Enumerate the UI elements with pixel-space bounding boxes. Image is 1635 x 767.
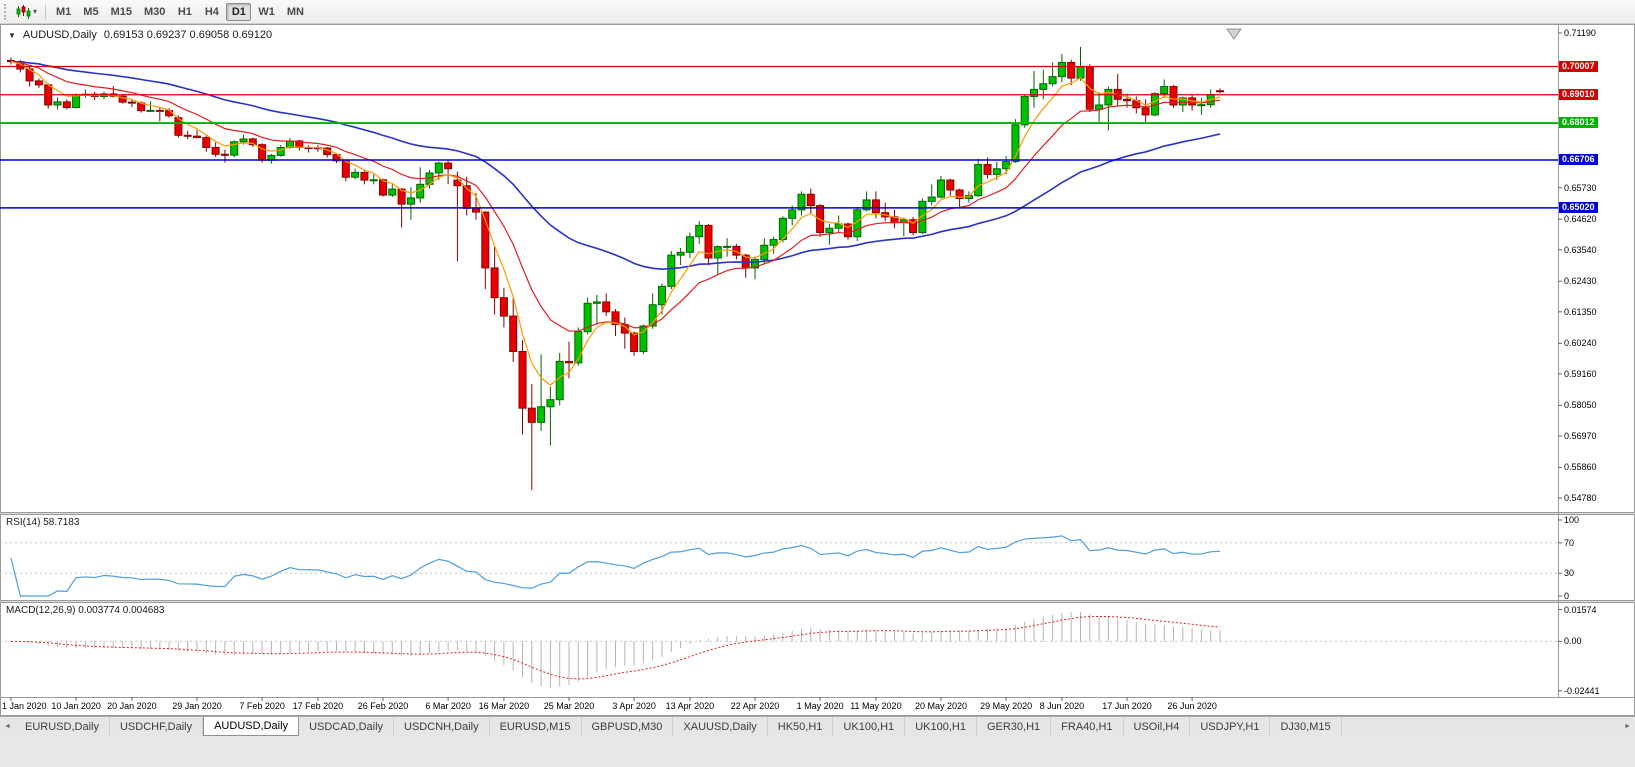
price-axis-tick: 0.54780 [1564,493,1597,503]
rsi-axis-tick: 0 [1564,591,1570,601]
rsi-line [10,535,1221,597]
rsi-label: RSI(14) 58.7183 [6,517,80,528]
price-axis-tick: 0.63540 [1564,244,1597,255]
tab-scroll-right-icon[interactable]: ► [1624,723,1631,730]
chart-tab-usoil-h4[interactable]: USOil,H4 [1124,717,1191,736]
price-axis-tick: 0.61350 [1564,306,1597,317]
date-axis-label: 29 Jan 2020 [172,701,222,711]
date-axis-label: 1 May 2020 [796,701,844,711]
macd-axis-tick: 0.00 [1564,636,1582,647]
date-axis-label: 20 May 2020 [914,701,968,711]
date-axis-label: 7 Feb 2020 [239,701,285,711]
date-axis-label: 1 Jan 2020 [2,701,47,711]
chart-tab-usdchf-daily[interactable]: USDCHF,Daily [110,717,204,736]
rsi-axis-tick: 70 [1564,537,1575,548]
date-axis-label: 26 Jun 2020 [1167,701,1217,711]
date-axis-label: 6 Mar 2020 [425,701,471,711]
chart-tab-hk50-h1[interactable]: HK50,H1 [768,717,834,736]
date-axis-label: 16 Mar 2020 [478,701,530,711]
chart-tab-usdjpy-h1[interactable]: USDJPY,H1 [1190,717,1271,736]
price-axis-tick: 0.56970 [1564,430,1597,441]
period-toolbar: ▾ M1 M5 M15 M30 H1 H4 D1 W1 MN [0,0,1635,24]
macd-label: MACD(12,26,9) 0.003774 0.004683 [6,605,165,616]
timeframe-button-w1[interactable]: W1 [258,5,275,18]
date-axis-label: 20 Jan 2020 [107,701,157,711]
toolbar-separator [45,3,47,20]
date-axis-label: 26 Feb 2020 [357,701,409,711]
symbol-period-label: AUDUSD,Daily [22,29,97,41]
hline-price-label: 0.68012 [1559,117,1598,129]
chart-tab-xauusd-daily[interactable]: XAUUSD,Daily [673,717,768,736]
chart-tab-eurusd-m15[interactable]: EURUSD,M15 [490,717,582,736]
ma-fast [10,61,1221,386]
timeframe-button-h4[interactable]: H4 [204,5,219,18]
one-click-trading-icon[interactable]: ▼ [8,30,16,40]
chart-tab-uk100-h1[interactable]: UK100,H1 [905,717,977,736]
macd-axis-tick: -0.02441 [1564,685,1600,696]
chart-tab-dj30-m15[interactable]: DJ30,M15 [1270,717,1342,736]
hline-price-label: 0.70007 [1559,60,1598,72]
price-axis-tick: 0.71190 [1564,28,1596,38]
macd-axis-tick: 0.01574 [1564,604,1597,615]
candlestick-chart-icon [16,4,31,19]
macd-signal-line [10,615,1221,680]
hline-price-label: 0.66706 [1559,154,1598,166]
timeframe-button-m1[interactable]: M1 [56,5,72,18]
ohlc-values: 0.69153 0.69237 0.69058 0.69120 [103,29,273,41]
date-axis-label: 17 Jun 2020 [1102,701,1152,711]
price-axis-tick: 0.64620 [1564,214,1597,225]
timeframe-button-h1[interactable]: H1 [177,5,192,18]
chart-tab-gbpusd-m30[interactable]: GBPUSD,M30 [582,717,674,736]
chart-tab-audusd-daily[interactable]: AUDUSD,Daily [203,717,300,736]
rsi-axis-tick: 100 [1564,515,1580,525]
rsi-axis-tick: 30 [1564,568,1575,579]
price-axis-tick: 0.58050 [1564,400,1597,411]
tab-scroll-left-icon[interactable]: ◄ [4,723,11,730]
timeframe-button-m15[interactable]: M15 [110,5,132,18]
hline-price-label: 0.69010 [1559,88,1598,100]
price-axis-tick: 0.55860 [1564,462,1597,473]
chart-tab-uk100-h1[interactable]: UK100,H1 [833,717,906,736]
chart-tabs: EURUSD,Daily USDCHF,Daily AUDUSD,Daily USDC… [15,717,1620,736]
timeframe-button-m30[interactable]: M30 [143,5,166,18]
chart-tab-bar: ◄ EURUSD,Daily USDCHF,Daily AUDUSD,Daily US… [0,716,1635,736]
chart-tab-eurusd-daily[interactable]: EURUSD,Daily [15,717,110,736]
hline-price-label: 0.65020 [1559,201,1598,213]
timeframe-button-group: M1 M5 M15 M30 H1 H4 D1 W1 MN [51,2,309,21]
ma-slow [10,60,1221,270]
date-axis-label: 22 Apr 2020 [730,701,780,711]
date-axis-label: 17 Feb 2020 [292,701,344,711]
price-axis-tick: 0.65730 [1564,182,1597,193]
chart-tab-usdcnh-daily[interactable]: USDCNH,Daily [394,717,490,736]
date-axis-label: 8 Jun 2020 [1039,701,1085,711]
date-axis-label: 10 Jan 2020 [51,701,101,711]
chart-title: ▼ AUDUSD,Daily 0.69153 0.69237 0.69058 0… [8,29,272,41]
toolbar-grip-handle[interactable] [4,3,8,20]
price-axis-tick: 0.62430 [1564,276,1597,287]
dropdown-caret-icon: ▾ [33,7,38,16]
timeframe-button-m5[interactable]: M5 [83,5,99,18]
price-axis-tick: 0.59160 [1564,368,1597,379]
timeframe-button-d1[interactable]: D1 [226,2,252,21]
date-axis-label: 13 Apr 2020 [665,701,715,711]
chart-tab-fra40-h1[interactable]: FRA40,H1 [1051,717,1124,736]
timeframe-button-mn[interactable]: MN [286,5,304,18]
chart-tab-usdcad-daily[interactable]: USDCAD,Daily [299,717,395,736]
date-axis-label: 11 May 2020 [850,701,902,711]
price-axis-tick: 0.60240 [1564,338,1597,349]
date-axis-label: 29 May 2020 [980,701,1033,711]
chart-periods-icon[interactable]: ▾ [12,4,40,20]
chart-tab-ger30-h1[interactable]: GER30,H1 [977,717,1052,736]
date-axis-label: 3 Apr 2020 [612,701,656,711]
date-axis-label: 25 Mar 2020 [543,701,595,711]
